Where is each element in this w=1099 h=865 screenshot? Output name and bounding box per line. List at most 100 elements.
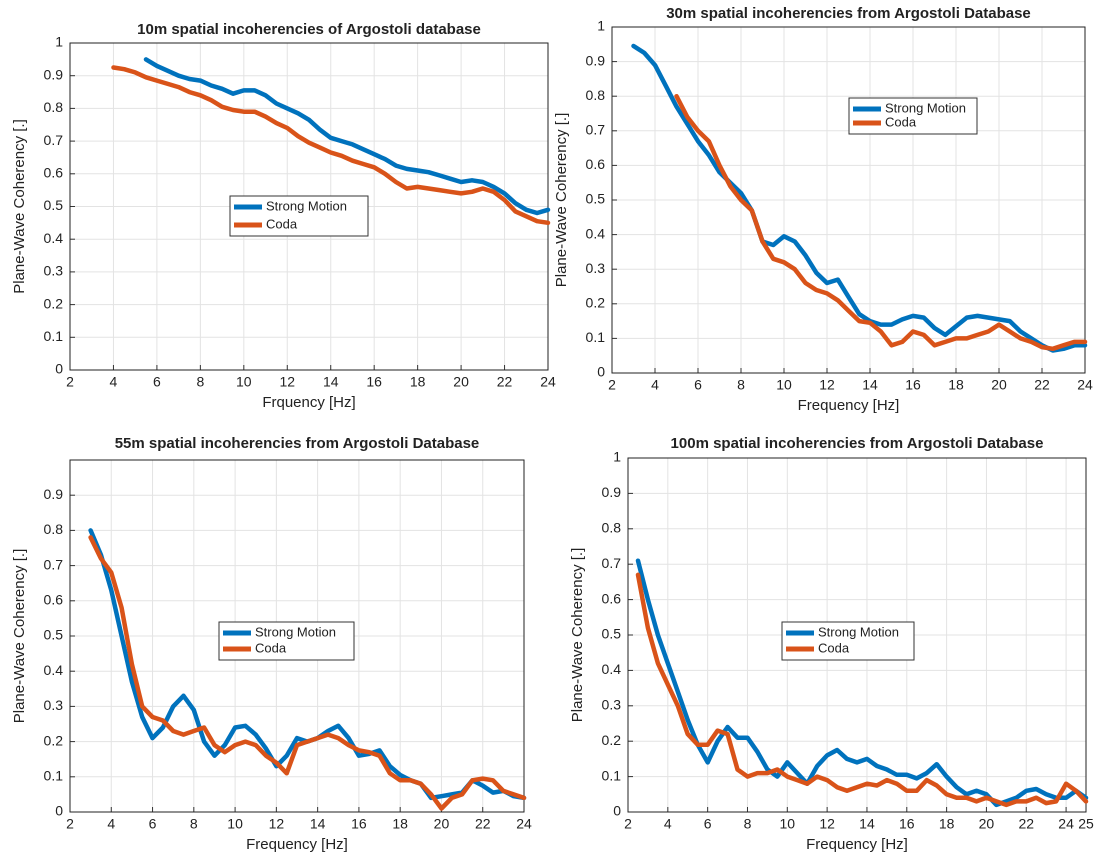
x-tick-label: 20 (434, 816, 450, 832)
y-tick-label: 0.4 (44, 662, 64, 678)
x-axis-label: Frequency [Hz] (798, 397, 900, 414)
x-tick-label: 18 (939, 816, 955, 832)
y-tick-label: 0.5 (44, 627, 64, 643)
axes-box (69, 459, 525, 813)
y-tick-label: 0.9 (602, 484, 622, 500)
axes-box (627, 457, 1087, 813)
subplot: 00.10.20.30.40.50.60.70.80.912 4 6 8 10 12 14 1… (569, 435, 1094, 853)
chart-title: 30m spatial incoherencies from Argostoli… (666, 5, 1031, 22)
y-tick-label: 0 (55, 361, 63, 377)
y-tick-label: 0.9 (586, 52, 606, 68)
y-tick-label: 0.3 (44, 697, 64, 713)
legend-label: Coda (818, 640, 850, 655)
y-tick-label: 1 (597, 18, 605, 34)
y-tick-label: 1 (55, 34, 63, 50)
y-tick-label: 0.7 (44, 556, 64, 572)
y-tick-label: 0.5 (602, 626, 622, 642)
x-tick-label: 12 (279, 374, 295, 390)
y-tick-label: 0.1 (602, 767, 622, 783)
y-axis-label: Plane-Wave Coherency [.] (569, 548, 586, 723)
y-tick-label: 1 (613, 449, 621, 465)
x-tick-label: 4 (651, 377, 659, 393)
y-tick-label: 0.9 (44, 486, 64, 502)
x-tick-label: 2 (608, 377, 616, 393)
legend-box (229, 195, 369, 237)
x-tick-label: 22 (475, 816, 491, 832)
y-tick-label: 0.7 (44, 132, 64, 148)
y-tick-label: 0.8 (602, 520, 622, 536)
y-axis-label: Plane-Wave Coherency [.] (11, 549, 28, 724)
x-tick-label: 10 (780, 816, 796, 832)
y-tick-label: 0.6 (44, 165, 64, 181)
y-tick-label: 0.3 (602, 697, 622, 713)
x-tick-label: 24 (1077, 377, 1093, 393)
legend-label: Strong Motion (818, 624, 899, 639)
legend-box (781, 621, 915, 661)
x-tick-label: 18 (948, 377, 964, 393)
y-tick-label: 0.5 (44, 197, 64, 213)
x-tick-label: 22 (1034, 377, 1050, 393)
subplot: 00.10.20.30.40.50.60.70.80.92 4 6 8 10 12 14 16… (11, 435, 532, 853)
x-tick-label: 16 (905, 377, 921, 393)
y-tick-label: 0.9 (44, 66, 64, 82)
axes-box (611, 26, 1086, 374)
x-tick-label: 16 (351, 816, 367, 832)
x-tick-label: 24 (516, 816, 532, 832)
y-tick-label: 0 (597, 364, 605, 380)
x-tick-label: 16 (366, 374, 382, 390)
data-line (111, 65, 551, 226)
x-tick-label: 20 (991, 377, 1007, 393)
legend-label: Strong Motion (255, 624, 336, 639)
legend-label: Coda (255, 640, 287, 655)
axes-box (69, 42, 549, 371)
x-tick-label: 10 (236, 374, 252, 390)
x-axis-label: Frquency [Hz] (262, 394, 355, 411)
y-tick-label: 0.6 (586, 156, 606, 172)
legend-label: Strong Motion (266, 198, 347, 213)
data-line (635, 572, 1089, 808)
y-tick-label: 0.1 (44, 768, 64, 784)
legend-box (218, 621, 355, 661)
x-tick-label: 10 (776, 377, 792, 393)
x-tick-label: 12 (819, 377, 835, 393)
x-tick-label: 6 (704, 816, 712, 832)
data-line (88, 535, 527, 811)
x-axis-label: Frequency [Hz] (806, 836, 908, 853)
x-tick-label: 6 (153, 374, 161, 390)
subplot: 00.10.20.30.40.50.60.70.80.912 4 6 8 10 12 14 1… (553, 5, 1093, 414)
x-tick-label: 10 (227, 816, 243, 832)
y-tick-label: 0.2 (586, 295, 606, 311)
x-tick-label: 18 (410, 374, 426, 390)
data-line (143, 57, 551, 216)
y-tick-label: 0.6 (602, 590, 622, 606)
y-tick-label: 0.8 (586, 87, 606, 103)
x-tick-label: 8 (196, 374, 204, 390)
y-tick-label: 0.8 (44, 521, 64, 537)
x-tick-label: 22 (497, 374, 513, 390)
y-tick-label: 0.7 (602, 555, 622, 571)
x-axis-label: Frequency [Hz] (246, 836, 348, 853)
subplot: 00.10.20.30.40.50.60.70.80.912 4 6 8 10 12 14 1… (11, 21, 556, 411)
chart-title: 100m spatial incoherencies from Argostol… (671, 435, 1044, 452)
legend-label: Coda (885, 114, 917, 129)
x-tick-label: 14 (310, 816, 326, 832)
x-tick-label: 18 (392, 816, 408, 832)
y-tick-label: 0.2 (44, 732, 64, 748)
x-tick-label: 22 (1018, 816, 1034, 832)
x-tick-label: 6 (694, 377, 702, 393)
x-tick-label: 8 (744, 816, 752, 832)
y-tick-label: 0.5 (586, 191, 606, 207)
x-tick-label: 24 (540, 374, 556, 390)
x-tick-label: 8 (737, 377, 745, 393)
y-tick-label: 0.3 (586, 260, 606, 276)
x-tick-label: 6 (149, 816, 157, 832)
x-tick-label: 24 (1058, 816, 1074, 832)
y-tick-label: 0.6 (44, 592, 64, 608)
y-tick-label: 0.2 (602, 732, 622, 748)
y-tick-label: 0.8 (44, 99, 64, 115)
data-line (631, 43, 1088, 353)
